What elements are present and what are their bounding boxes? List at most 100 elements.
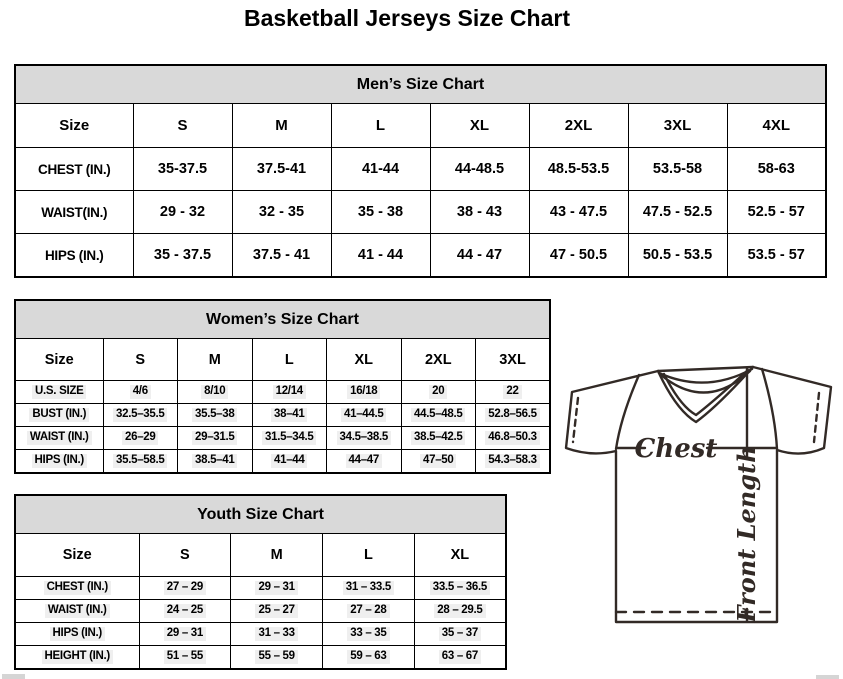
row-label: WAIST (IN.) [14,599,140,623]
size-cell: 38.5–41 [177,449,253,474]
size-cell: 44.5–48.5 [400,403,476,427]
size-cell: 29 – 31 [138,622,232,646]
size-cell: 31 – 33.5 [322,576,415,600]
size-cell: 35 – 37 [413,622,507,646]
jersey-measurement-diagram: Chest Front Length [563,358,835,670]
size-cell: 26–29 [102,426,178,450]
column-header: L [322,533,415,577]
right-armhole-seam [760,367,779,451]
size-cell: 29–31.5 [177,426,253,450]
table-row: Youth Size Chart [14,494,507,534]
size-cell: 33 – 35 [322,622,415,646]
size-cell: 59 – 63 [322,645,415,670]
column-header: S [132,103,233,148]
size-cell: 38.5–42.5 [400,426,476,450]
size-cell: 44–47 [326,449,402,474]
size-cell: 38–41 [251,403,327,427]
size-cell: 51 – 55 [138,645,232,670]
column-header: M [177,338,253,381]
table-row: Size S M L XL 2XL 3XL 4XL [14,103,827,148]
column-header: S [102,338,178,381]
column-header: M [231,103,332,148]
size-cell: 20 [400,380,476,404]
size-cell: 12/14 [251,380,327,404]
column-header: 2XL [400,338,476,381]
size-cell: 29 - 32 [132,190,233,234]
row-label: WAIST (IN.) [14,426,104,450]
size-cell: 35.5–38 [177,403,253,427]
table-row: U.S. SIZE 4/6 8/10 12/14 16/18 20 22 [14,380,551,404]
table-row: Size S M L XL 2XL 3XL [14,338,551,381]
size-cell: 55 – 59 [230,645,323,670]
size-cell: 28 – 29.5 [413,599,507,623]
size-cell: 47–50 [400,449,476,474]
size-cell: 58-63 [726,147,827,191]
size-cell: 29 – 31 [230,576,323,600]
screenshot-fragment-right [816,675,839,679]
column-header: XL [413,533,507,577]
size-cell: 38 - 43 [429,190,530,234]
size-cell: 50.5 - 53.5 [627,233,728,278]
size-cell: 32 - 35 [231,190,332,234]
column-header: Size [14,338,104,381]
size-cell: 47.5 - 52.5 [627,190,728,234]
column-header: Size [14,103,134,148]
collar-top-line [656,365,755,373]
table-row: WAIST(IN.) 29 - 32 32 - 35 35 - 38 38 - … [14,190,827,234]
page-title: Basketball Jerseys Size Chart [243,5,570,31]
jersey-outline [564,365,833,624]
chest-label: Chest [635,434,718,464]
table-row: Men’s Size Chart [14,64,827,104]
column-header: 4XL [726,103,827,148]
size-cell: 33.5 – 36.5 [413,576,507,600]
size-cell: 31 – 33 [230,622,323,646]
table-row: CHEST (IN.) 35-37.5 37.5-41 41-44 44-48.… [14,147,827,191]
size-cell: 35.5–58.5 [102,449,178,474]
size-cell: 41 - 44 [330,233,431,278]
size-cell: 53.5 - 57 [726,233,827,278]
row-label: WAIST(IN.) [14,190,134,234]
youth-table-title: Youth Size Chart [14,494,507,534]
table-row: WAIST (IN.) 24 – 25 25 – 27 27 – 28 28 –… [14,599,507,623]
jersey-diagram-svg: Chest Front Length [564,365,833,624]
youth-size-table: Youth Size Chart Size S M L XL CHEST (IN… [14,494,507,670]
size-cell: 16/18 [326,380,402,404]
row-label: BUST (IN.) [14,403,104,427]
size-cell: 53.5-58 [627,147,728,191]
mens-size-table: Men’s Size Chart Size S M L XL 2XL 3XL 4… [14,64,827,278]
size-cell: 48.5-53.5 [528,147,629,191]
size-cell: 44-48.5 [429,147,530,191]
size-cell: 34.5–38.5 [326,426,402,450]
row-label: HIPS (IN.) [14,622,140,646]
table-row: CHEST (IN.) 27 – 29 29 – 31 31 – 33.5 33… [14,576,507,600]
size-cell: 37.5-41 [231,147,332,191]
size-cell: 46.8–50.3 [475,426,551,450]
column-header: S [138,533,232,577]
column-header: XL [429,103,530,148]
column-header: 3XL [627,103,728,148]
size-cell: 41–44 [251,449,327,474]
size-cell: 35 - 37.5 [132,233,233,278]
size-cell: 43 - 47.5 [528,190,629,234]
table-row: HIPS (IN.) 35.5–58.5 38.5–41 41–44 44–47… [14,449,551,474]
screenshot-fragment-left [2,674,25,679]
table-row: HIPS (IN.) 35 - 37.5 37.5 - 41 41 - 44 4… [14,233,827,278]
row-label: CHEST (IN.) [14,147,134,191]
column-header: Size [14,533,140,577]
size-cell: 37.5 - 41 [231,233,332,278]
womens-table-title: Women’s Size Chart [14,299,551,339]
size-cell: 25 – 27 [230,599,323,623]
vneck-inner [662,368,750,417]
size-cell: 44 - 47 [429,233,530,278]
size-cell: 52.5 - 57 [726,190,827,234]
column-header: 2XL [528,103,629,148]
left-cuff-stitch [571,396,580,444]
column-header: L [330,103,431,148]
front-length-label: Front Length [732,445,761,623]
column-header: 3XL [475,338,551,381]
right-cuff-stitch [812,391,821,444]
womens-size-table: Women’s Size Chart Size S M L XL 2XL 3XL… [14,299,551,474]
size-cell: 8/10 [177,380,253,404]
column-header: XL [326,338,402,381]
column-header: L [251,338,327,381]
